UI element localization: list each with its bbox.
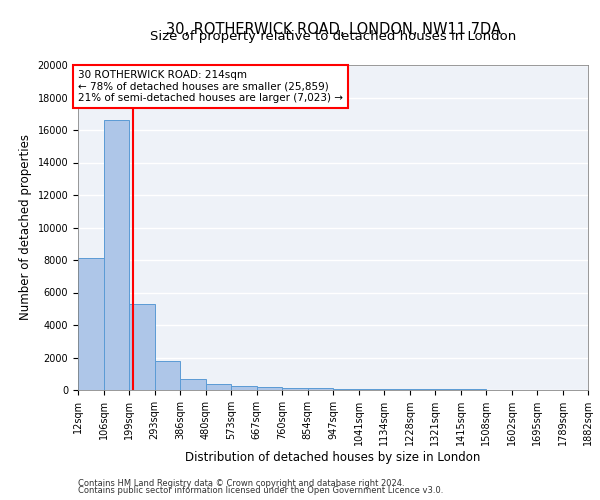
Text: Contains public sector information licensed under the Open Government Licence v3: Contains public sector information licen… [78,486,443,495]
Bar [257,387,282,390]
Bar [78,258,104,390]
Text: Contains HM Land Registry data © Crown copyright and database right 2024.: Contains HM Land Registry data © Crown c… [78,478,404,488]
Bar [282,388,308,390]
Bar [206,384,231,390]
Bar [333,388,359,390]
Bar [384,389,410,390]
Bar [104,120,129,390]
Bar [180,378,206,390]
Bar [129,304,155,390]
Y-axis label: Number of detached properties: Number of detached properties [19,134,32,320]
Bar [231,386,257,390]
Bar [359,389,384,390]
Text: 30 ROTHERWICK ROAD: 214sqm
← 78% of detached houses are smaller (25,859)
21% of : 30 ROTHERWICK ROAD: 214sqm ← 78% of deta… [78,70,343,103]
Bar [155,361,180,390]
Bar [308,388,333,390]
Title: Size of property relative to detached houses in London: Size of property relative to detached ho… [150,30,516,43]
X-axis label: Distribution of detached houses by size in London: Distribution of detached houses by size … [185,451,481,464]
Text: 30, ROTHERWICK ROAD, LONDON, NW11 7DA: 30, ROTHERWICK ROAD, LONDON, NW11 7DA [166,22,500,38]
Bar [410,389,435,390]
